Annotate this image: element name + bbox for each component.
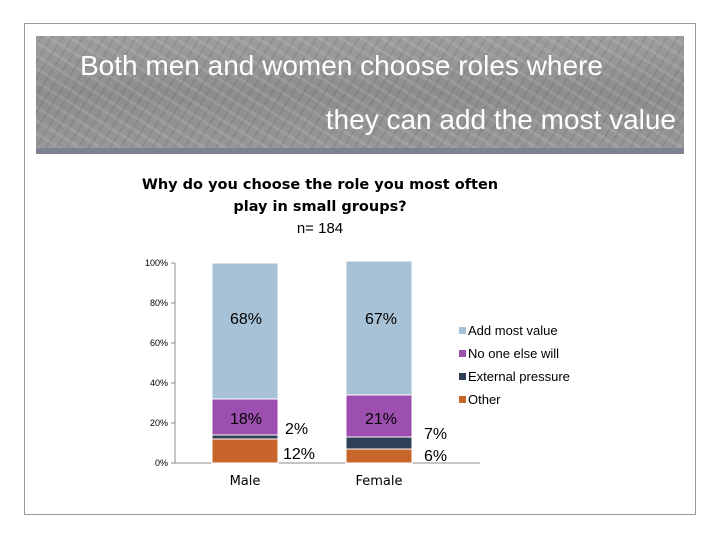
legend-swatch-other: [459, 396, 466, 403]
data-label: 67%: [365, 311, 397, 328]
title-underline: [36, 148, 684, 154]
data-label: 21%: [365, 411, 397, 428]
legend-label-other: Other: [468, 392, 501, 407]
legend-label-add-most-value: Add most value: [468, 323, 558, 338]
legend-swatch-add-most-value: [459, 327, 466, 334]
y-tick-label: 100%: [145, 258, 168, 268]
legend-label-external-pressure: External pressure: [468, 369, 570, 384]
data-label: 2%: [285, 421, 308, 438]
bar-segment-female-add-most-value: [345, 260, 413, 396]
data-label: 6%: [424, 448, 447, 465]
data-label: 7%: [424, 426, 447, 443]
legend-swatch-no-one-else-will: [459, 350, 466, 357]
bar-segment-female-external-pressure: [345, 436, 413, 450]
chart-title-line-2: play in small groups?: [233, 199, 407, 215]
y-tick-label: 0%: [155, 458, 168, 468]
bar-segment-female-other: [345, 448, 413, 464]
legend-swatch-external-pressure: [459, 373, 466, 380]
y-tick-label: 80%: [150, 298, 168, 308]
x-tick-label-male: Male: [230, 474, 261, 489]
legend-label-no-one-else-will: No one else will: [468, 346, 559, 361]
data-label: 68%: [230, 311, 262, 328]
slide-title-line-1: Both men and women choose roles where: [80, 50, 603, 81]
y-tick-label: 20%: [150, 418, 168, 428]
bar-segment-male-add-most-value: [211, 262, 279, 400]
data-label: 12%: [283, 446, 315, 463]
slide-title-line-2: they can add the most value: [325, 104, 676, 135]
bar-segment-female-no-one-else-will: [345, 394, 413, 438]
title-banner: [36, 36, 684, 148]
y-tick-label: 40%: [150, 378, 168, 388]
data-label: 18%: [230, 411, 262, 428]
y-tick-label: 60%: [150, 338, 168, 348]
chart-title-line-1: Why do you choose the role you most ofte…: [141, 177, 499, 193]
chart-subtitle: n= 184: [296, 220, 344, 237]
x-tick-label-female: Female: [355, 474, 402, 489]
bar-segment-male-other: [211, 438, 279, 464]
bar-segment-male-external-pressure: [211, 434, 279, 440]
